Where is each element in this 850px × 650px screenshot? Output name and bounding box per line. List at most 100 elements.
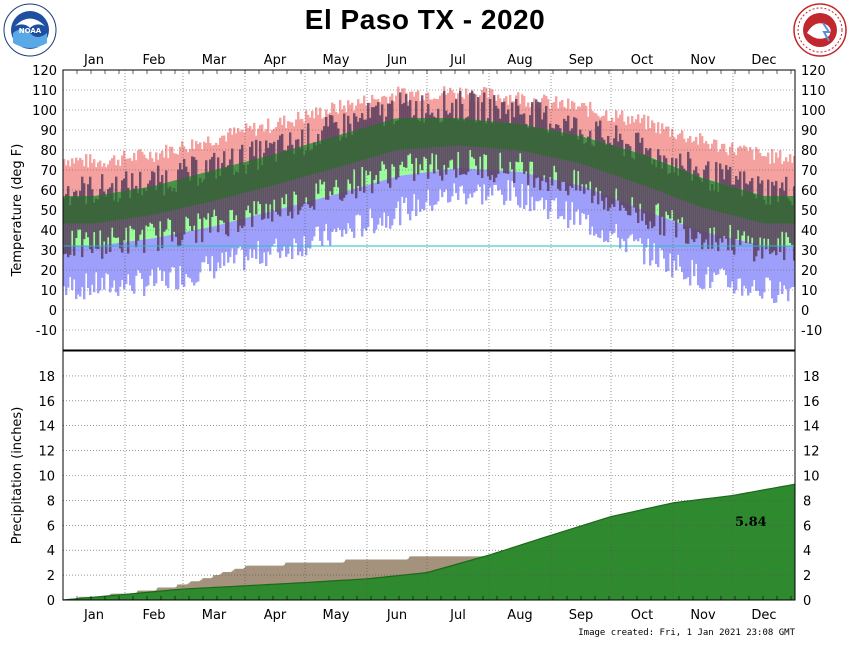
record-low-bar bbox=[495, 170, 498, 185]
precipitation-right-tick-label: 4 bbox=[803, 544, 811, 559]
precipitation-right-tick-label: 10 bbox=[803, 470, 820, 485]
record-low-bar bbox=[431, 171, 434, 211]
record-low-bar bbox=[243, 218, 246, 271]
record-low-bar bbox=[67, 246, 70, 288]
record-low-bar bbox=[449, 169, 452, 202]
record-low-bar bbox=[635, 207, 638, 240]
record-high-bar bbox=[675, 138, 678, 167]
record-low-bar bbox=[665, 218, 668, 272]
record-low-bar bbox=[697, 229, 700, 286]
record-low-bar bbox=[759, 244, 762, 296]
record-low-bar bbox=[589, 189, 592, 235]
record-high-bar bbox=[693, 141, 696, 175]
record-low-bar bbox=[141, 239, 144, 279]
record-high-bar bbox=[743, 145, 746, 190]
observed-temperature-bar bbox=[313, 142, 316, 210]
observed-temperature-bar bbox=[65, 194, 68, 254]
record-high-bar bbox=[225, 141, 228, 168]
record-low-bar bbox=[593, 190, 596, 236]
record-low-bar bbox=[541, 176, 544, 198]
record-low-bar bbox=[729, 237, 732, 288]
record-high-bar bbox=[195, 141, 198, 176]
record-high-bar bbox=[277, 121, 280, 154]
precipitation-left-tick-label: 8 bbox=[47, 494, 55, 509]
record-high-bar bbox=[505, 96, 508, 123]
record-high-bar bbox=[69, 166, 72, 196]
precipitation-right-tick-label: 8 bbox=[803, 494, 811, 509]
record-low-bar bbox=[673, 221, 676, 261]
precipitation-left-tick-label: 2 bbox=[47, 569, 55, 584]
record-low-bar bbox=[323, 197, 326, 232]
record-high-bar bbox=[97, 162, 100, 196]
record-low-bar bbox=[151, 238, 154, 270]
month-label-top: Nov bbox=[690, 53, 716, 68]
month-label-bottom: Sep bbox=[569, 608, 594, 623]
record-low-bar bbox=[265, 212, 268, 267]
precipitation-right-tick-label: 14 bbox=[803, 420, 820, 435]
record-high-bar bbox=[197, 144, 200, 175]
record-low-bar bbox=[447, 169, 450, 203]
record-high-bar bbox=[293, 126, 296, 149]
record-low-bar bbox=[747, 242, 750, 296]
observed-temperature-bar bbox=[143, 188, 146, 253]
observed-temperature-bar bbox=[731, 184, 734, 251]
month-label-top: May bbox=[323, 53, 350, 68]
record-high-bar bbox=[423, 100, 426, 118]
record-high-bar bbox=[93, 159, 96, 196]
record-high-bar bbox=[145, 158, 148, 188]
record-high-bar bbox=[305, 110, 308, 146]
record-low-bar bbox=[279, 208, 282, 258]
record-low-bar bbox=[549, 178, 552, 212]
record-low-bar bbox=[97, 245, 100, 294]
record-low-bar bbox=[123, 242, 126, 289]
record-high-bar bbox=[737, 147, 740, 189]
record-high-bar bbox=[351, 102, 354, 132]
record-low-bar bbox=[471, 168, 474, 198]
record-low-bar bbox=[381, 180, 384, 226]
record-high-bar bbox=[679, 133, 682, 169]
record-high-bar bbox=[565, 108, 568, 133]
record-low-bar bbox=[117, 242, 120, 296]
record-high-bar bbox=[453, 92, 456, 118]
record-low-bar bbox=[749, 242, 752, 293]
record-low-bar bbox=[633, 206, 636, 242]
record-low-bar bbox=[177, 233, 180, 290]
record-high-bar bbox=[201, 149, 204, 174]
record-high-bar bbox=[445, 94, 448, 118]
record-high-bar bbox=[773, 162, 776, 196]
record-low-bar bbox=[459, 168, 462, 187]
record-high-bar bbox=[181, 141, 184, 179]
record-high-bar bbox=[273, 128, 276, 155]
observed-temperature-bar bbox=[653, 159, 656, 227]
record-high-bar bbox=[425, 93, 428, 118]
record-low-bar bbox=[717, 235, 720, 275]
record-low-bar bbox=[791, 246, 794, 288]
record-high-bar bbox=[401, 88, 404, 118]
record-high-bar bbox=[475, 94, 478, 120]
record-high-bar bbox=[83, 166, 86, 196]
record-low-bar bbox=[333, 194, 336, 229]
record-high-bar bbox=[739, 145, 742, 189]
month-label-top: Jan bbox=[83, 53, 104, 68]
record-high-bar bbox=[123, 150, 126, 192]
record-low-bar bbox=[713, 234, 716, 273]
record-high-bar bbox=[107, 164, 110, 194]
record-low-bar bbox=[269, 211, 272, 255]
record-high-bar bbox=[623, 121, 626, 149]
record-low-bar bbox=[157, 237, 160, 268]
record-low-bar bbox=[107, 244, 110, 275]
record-high-bar bbox=[369, 102, 372, 127]
record-high-bar bbox=[557, 108, 560, 132]
record-low-bar bbox=[565, 182, 568, 202]
record-high-bar bbox=[175, 153, 178, 181]
record-low-bar bbox=[737, 239, 740, 279]
observed-temperature-bar bbox=[593, 146, 596, 196]
record-high-bar bbox=[721, 143, 724, 184]
record-low-bar bbox=[607, 196, 610, 243]
precipitation-left-tick-label: 18 bbox=[38, 370, 55, 385]
record-high-bar bbox=[607, 120, 610, 144]
record-low-bar bbox=[79, 246, 82, 297]
record-low-bar bbox=[139, 240, 142, 273]
record-high-bar bbox=[63, 159, 66, 196]
nws-logo-icon bbox=[793, 3, 847, 57]
